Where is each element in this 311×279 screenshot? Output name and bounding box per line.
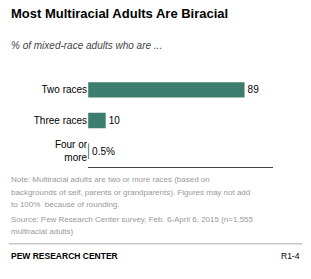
svg-text:Four ormore: Four ormore — [55, 139, 88, 163]
svg-text:R1-4: R1-4 — [281, 251, 300, 261]
svg-text:PEW RESEARCH CENTER: PEW RESEARCH CENTER — [11, 251, 118, 261]
svg-text:Source: Pew Research Center su: Source: Pew Research Center survey, Feb.… — [11, 215, 254, 224]
svg-text:Most Multiracial Adults Are Bi: Most Multiracial Adults Are Biracial — [11, 6, 228, 21]
svg-text:Note: Multiracial adults are t: Note: Multiracial adults are two or more… — [11, 175, 210, 184]
svg-text:% of mixed-race adults who are: % of mixed-race adults who are ... — [11, 40, 162, 51]
svg-text:0.5%: 0.5% — [92, 146, 115, 157]
svg-text:Two races: Two races — [42, 84, 88, 95]
svg-text:89: 89 — [248, 84, 260, 95]
svg-text:backgrounds of self, parents o: backgrounds of self, parents or grandpar… — [11, 188, 250, 197]
svg-text:to 100% because of rounding.: to 100% because of rounding. — [11, 200, 120, 209]
svg-text:10: 10 — [109, 115, 121, 126]
svg-text:Three races: Three races — [34, 115, 87, 126]
svg-text:multiracial adults): multiracial adults) — [11, 227, 74, 236]
